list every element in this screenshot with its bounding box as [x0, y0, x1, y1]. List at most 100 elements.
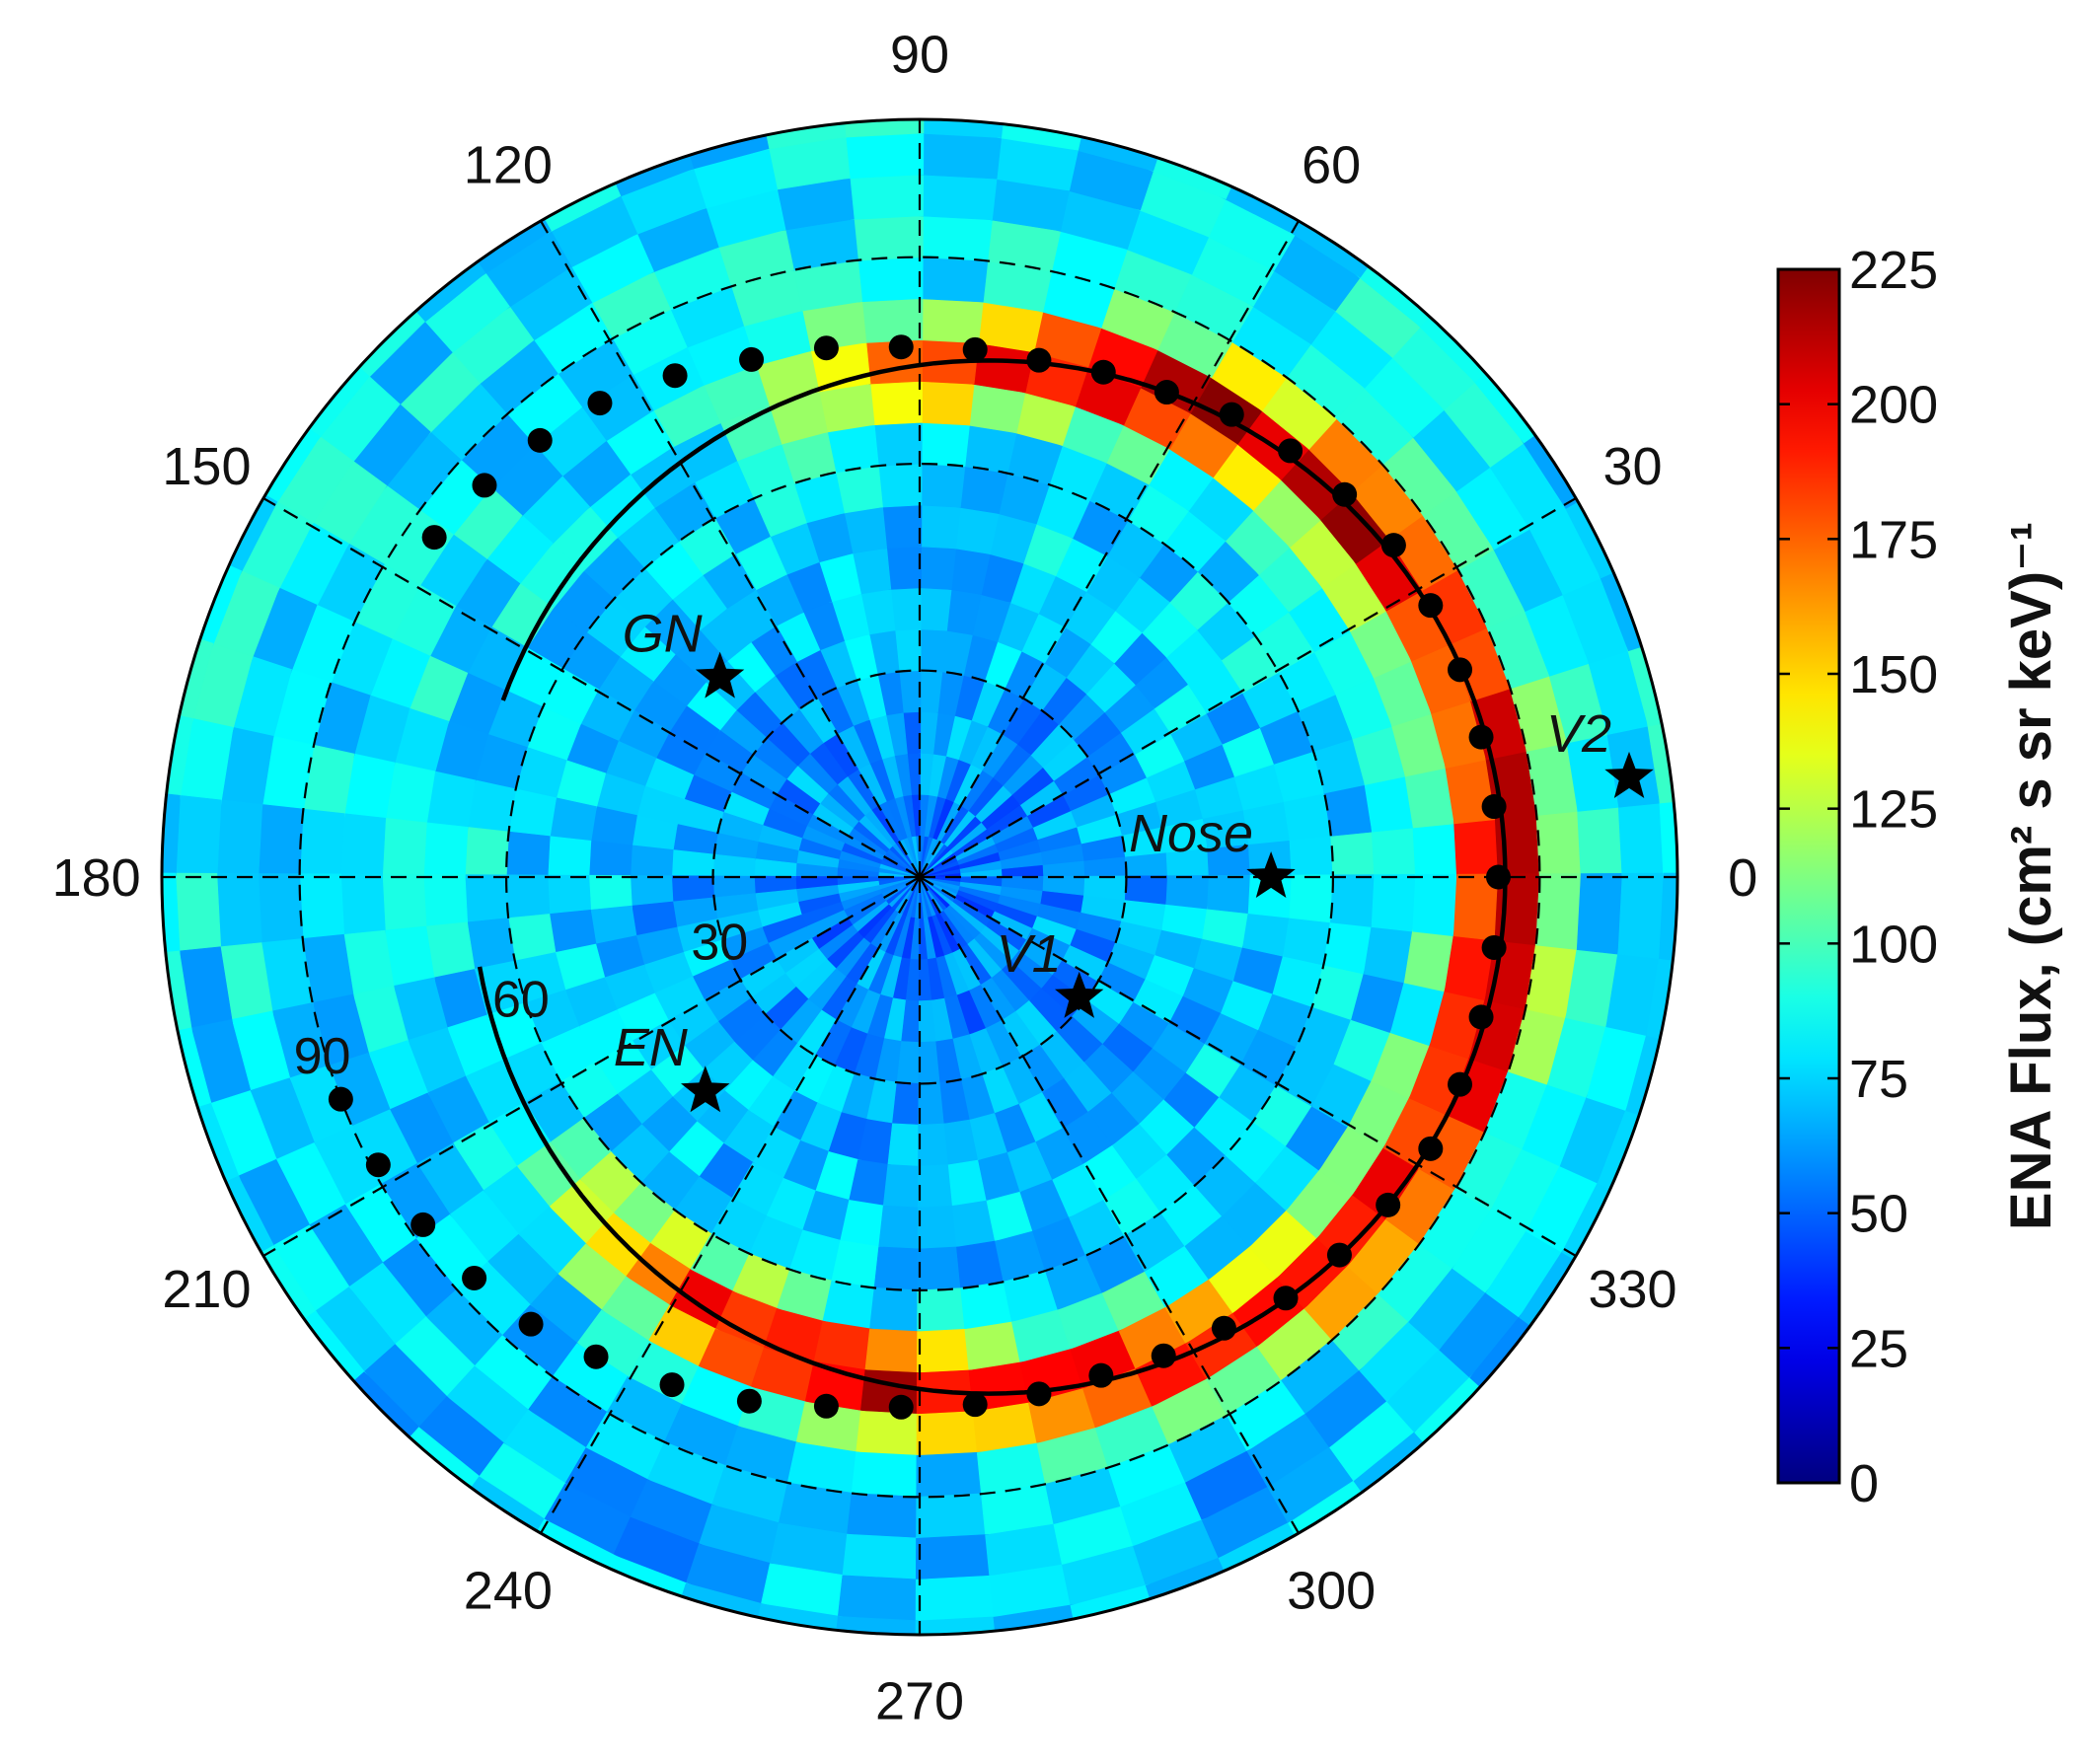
heatmap-cell [868, 1287, 923, 1335]
ribbon-peak-point [421, 525, 447, 551]
ribbon-peak-point [1090, 359, 1116, 385]
heatmap-cell [851, 1451, 924, 1500]
heatmap-cell [915, 1575, 1003, 1624]
marker-gn: GN [623, 605, 745, 698]
heatmap-cell [915, 130, 1003, 180]
marker-label: GN [623, 605, 704, 664]
heatmap-cell [1576, 799, 1625, 882]
angle-tick-labels: 0 30 60 90 120 150 180 210 240 270 300 330 [52, 26, 1758, 1731]
heatmap-cell [420, 822, 469, 880]
heatmap-cell [162, 872, 181, 962]
heatmap-cell [915, 1616, 1005, 1635]
ribbon-peak-point [1151, 1343, 1176, 1368]
ribbon-peak-point [462, 1265, 487, 1290]
heatmap-cell [752, 1625, 845, 1635]
marker-label: Nose [1129, 804, 1253, 863]
angle-tick-label: 240 [464, 1562, 553, 1621]
heatmap-cell [918, 626, 948, 673]
colorbar-ticks: 0 25 50 75 100 125 150 175 200 225 [1778, 241, 1938, 1513]
heatmap-cell [917, 461, 966, 508]
star-icon [681, 1066, 730, 1113]
ribbon-peak-point [888, 334, 914, 360]
star-icon [1246, 851, 1296, 898]
ribbon-peak-point [888, 1394, 914, 1420]
heatmap-cell [837, 1575, 925, 1624]
colorbar-title: ENA Flux, (cm² s sr keV)⁻¹ [1999, 522, 2063, 1230]
ribbon-peak-point [1278, 438, 1303, 464]
ribbon-peak-point [962, 336, 988, 362]
heatmap-cell [834, 92, 925, 115]
ribbon-peak-point [328, 1086, 353, 1112]
angle-tick-label: 120 [464, 135, 553, 194]
ribbon-peak-point [365, 1152, 391, 1178]
ribbon-peak-point [1418, 593, 1444, 619]
heatmap-cell [916, 1639, 1006, 1662]
heatmap-cell [834, 1639, 925, 1662]
radial-tick-label: 30 [691, 915, 748, 972]
heatmap-cell [1412, 873, 1459, 937]
heatmap-cell [173, 794, 222, 882]
colorbar-tick-label: 200 [1849, 376, 1938, 435]
ribbon-peak-point [662, 363, 688, 389]
heatmap-cell [173, 872, 222, 960]
ribbon-peak-point [659, 1372, 685, 1398]
star-icon [1604, 751, 1654, 798]
heatmap-cell [837, 130, 925, 180]
angular-grid-line [540, 876, 921, 1534]
heatmap-cell [1535, 803, 1584, 881]
ribbon-peak-point [527, 427, 553, 453]
angle-tick-label: 60 [1302, 135, 1361, 194]
angular-grid-line [919, 497, 1577, 878]
heatmap-cell [256, 873, 304, 951]
heatmap-cell [669, 848, 715, 879]
angular-grid-line [262, 876, 921, 1257]
marker-v1: V1 [997, 924, 1104, 1018]
angular-grid-line [919, 220, 1300, 878]
angle-tick-label: 210 [162, 1260, 251, 1319]
heatmap-cell [995, 119, 1087, 129]
angle-tick-label: 30 [1603, 437, 1663, 496]
angle-tick-label: 180 [52, 848, 141, 908]
heatmap-cell [846, 1493, 924, 1541]
heatmap-cell [1617, 794, 1667, 882]
radial-tick-label: 60 [492, 971, 550, 1028]
heatmap-cell [586, 840, 633, 880]
ribbon-peak-point [1418, 1136, 1444, 1161]
heatmap-cell [1668, 952, 1677, 1045]
colorbar: 0 25 50 75 100 125 150 175 200 225 ENA Flux, (cm²… [1776, 241, 2063, 1513]
heatmap-cell [1535, 873, 1584, 951]
heatmap-cell [1124, 875, 1170, 906]
ribbon-peak-point [1376, 1192, 1401, 1217]
marker-v2: V2 [1546, 704, 1654, 798]
heatmap-cell [916, 1493, 994, 1541]
ribbon-peak-point [583, 1344, 609, 1369]
heatmap-cell [851, 255, 924, 303]
heatmap-cell [462, 826, 509, 880]
star-icon [695, 651, 745, 698]
ribbon-peak-point [1211, 1315, 1236, 1341]
heatmap-cell [1681, 791, 1705, 882]
marker-nose: Nose [1129, 804, 1296, 898]
heatmap-cell [1617, 872, 1667, 960]
heatmap-cell [1681, 873, 1705, 964]
heatmap-cell [917, 502, 961, 550]
heatmap-cell [380, 817, 427, 881]
ribbon-peak-point [1468, 1004, 1494, 1030]
heatmap-cell [256, 803, 304, 881]
angle-tick-label: 150 [162, 437, 251, 496]
colorbar-tick-label: 175 [1849, 510, 1938, 569]
colorbar-tick-label: 150 [1849, 645, 1938, 704]
heatmap-cell [1668, 709, 1677, 802]
ribbon-peak-point [1026, 1381, 1052, 1407]
heatmap-cell [338, 813, 387, 881]
heatmap-cell [1659, 792, 1677, 882]
heatmap-cell [878, 1205, 923, 1252]
marker-label: EN [614, 1018, 689, 1077]
heatmap-cell [846, 213, 924, 261]
heatmap-cell [916, 92, 1006, 115]
ribbon-peak-point [1481, 794, 1507, 820]
polar-grid [160, 117, 1679, 1637]
marker-label: V1 [997, 924, 1062, 984]
colorbar-gradient [1776, 267, 1841, 1485]
